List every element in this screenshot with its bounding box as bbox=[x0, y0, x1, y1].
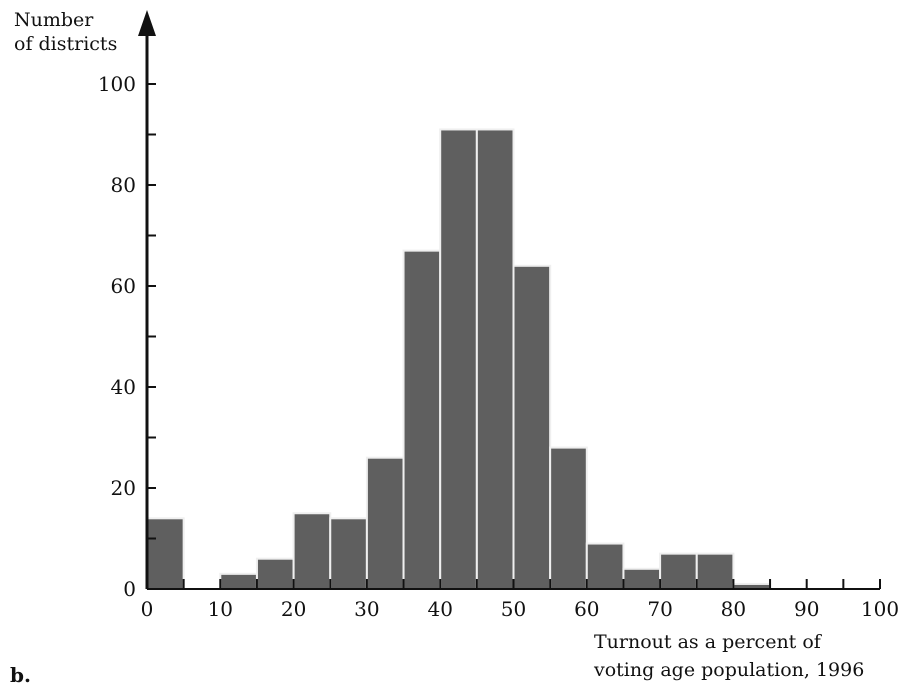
y-tick-label-0: 0 bbox=[123, 577, 136, 601]
x-tick-label-40: 40 bbox=[427, 597, 452, 621]
axis-ticks bbox=[146, 83, 881, 589]
histogram-bar-40-45 bbox=[439, 128, 478, 590]
y-axis-arrowhead bbox=[138, 10, 156, 36]
histogram-bar-10-15 bbox=[219, 572, 258, 590]
histogram-bars bbox=[146, 128, 772, 591]
histogram-bar-35-40 bbox=[402, 249, 442, 590]
y-axis-title-line-2: of districts bbox=[14, 33, 117, 55]
x-tick-label-100: 100 bbox=[861, 597, 899, 621]
histogram-bar-55-60 bbox=[549, 446, 588, 590]
histogram-bar-15-20 bbox=[255, 557, 295, 591]
x-tick-label-90: 90 bbox=[794, 597, 819, 621]
histogram-bar-70-75 bbox=[659, 552, 698, 591]
histogram-bar-30-35 bbox=[365, 456, 405, 591]
x-tick-label-20: 20 bbox=[281, 597, 306, 621]
histogram-bar-65-70 bbox=[622, 567, 662, 590]
axis-tick-labels: 0 10 20 30 40 50 60 70 80 90 100 0 20 40 60 80 100 bbox=[98, 72, 899, 621]
x-tick-label-0: 0 bbox=[141, 597, 154, 621]
x-tick-label-10: 10 bbox=[208, 597, 233, 621]
y-tick-label-40: 40 bbox=[111, 375, 136, 399]
panel-label: b. bbox=[10, 663, 31, 687]
histogram-bar-20-25 bbox=[292, 512, 332, 590]
histogram-bar-60-65 bbox=[585, 542, 625, 590]
x-tick-label-60: 60 bbox=[574, 597, 599, 621]
histogram-bar-75-80 bbox=[695, 552, 735, 591]
x-axis-title-line-2: voting age population, 1996 bbox=[593, 659, 864, 681]
x-tick-label-30: 30 bbox=[354, 597, 379, 621]
histogram-bar-50-55 bbox=[512, 264, 552, 590]
x-axis-title-line-1: Turnout as a percent of bbox=[594, 631, 823, 653]
y-tick-label-60: 60 bbox=[111, 274, 136, 298]
y-tick-label-100: 100 bbox=[98, 72, 136, 96]
histogram-bar-45-50 bbox=[475, 128, 515, 590]
x-tick-label-50: 50 bbox=[501, 597, 526, 621]
x-axis-title: Turnout as a percent of voting age popul… bbox=[593, 631, 864, 681]
y-tick-label-20: 20 bbox=[111, 476, 136, 500]
histogram-bar-25-30 bbox=[329, 517, 368, 590]
y-tick-label-80: 80 bbox=[111, 173, 136, 197]
histogram-bar-0-5 bbox=[146, 517, 185, 590]
x-tick-label-80: 80 bbox=[721, 597, 746, 621]
x-tick-label-70: 70 bbox=[647, 597, 672, 621]
y-axis-title-line-1: Number bbox=[14, 9, 94, 31]
y-axis-title: Number of districts bbox=[14, 9, 117, 55]
